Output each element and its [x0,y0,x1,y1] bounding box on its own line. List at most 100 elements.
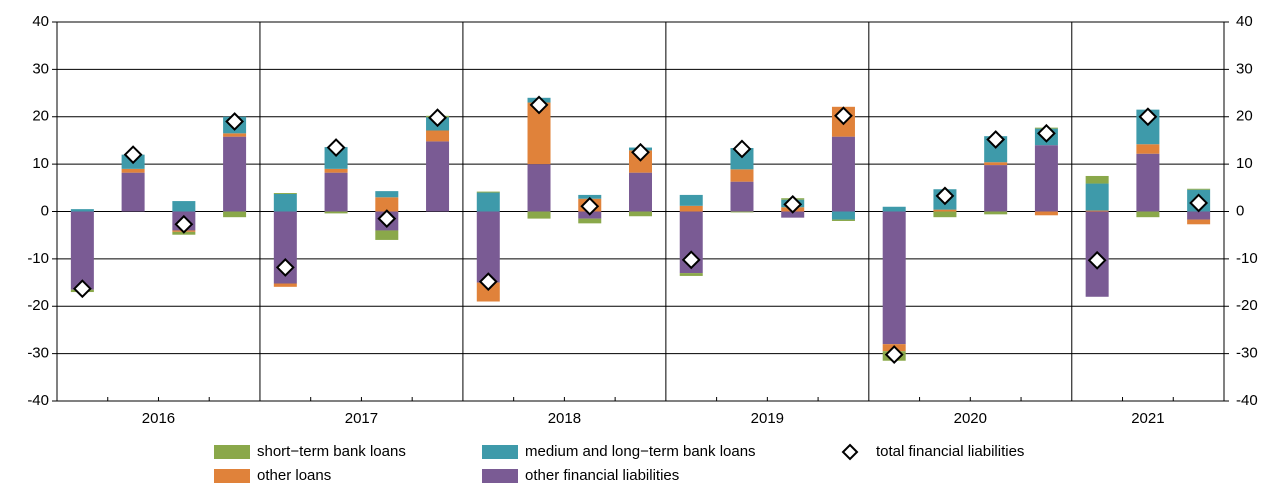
y-tick-label: 30 [32,60,49,77]
y-tick-label: -10 [27,250,49,267]
bar-segment [1034,145,1058,212]
total-marker [732,139,752,159]
bar-segment [831,211,855,220]
total-marker [225,112,245,131]
bar-segment [223,133,247,137]
x-group-label: 2019 [751,410,784,427]
bar-segment [426,141,450,212]
x-group-label: 2017 [345,410,378,427]
bar-segment [730,148,754,170]
bar-segment [629,172,652,212]
y-tick-label: 20 [32,108,49,125]
total-marker [123,145,143,165]
bar-segment [984,165,1008,212]
bar-segment [933,209,957,212]
bar-segment [273,283,297,287]
bar-segment [121,172,145,212]
total-marker [884,345,904,364]
y-tick-label: 10 [32,155,49,172]
legend-swatch [214,469,250,483]
bar-segment [1136,153,1160,212]
bar-segment [578,218,602,224]
y-tick-label: -20 [27,297,49,314]
total-marker [1189,193,1209,213]
y2-tick-label: -10 [1236,250,1258,267]
total-marker [72,279,92,299]
total-marker [631,142,650,162]
total-marker [1087,250,1107,270]
y2-tick-label: 40 [1236,13,1253,30]
bar-segment [375,191,399,198]
y-tick-label: -30 [27,345,49,362]
bar-segment [527,102,551,165]
bar-segment [476,192,500,212]
total-marker [783,194,803,214]
total-marker [174,214,194,234]
y-tick-label: 40 [32,13,49,30]
y2-tick-label: 20 [1236,108,1253,125]
bar-segment [426,130,450,142]
x-group-label: 2021 [1131,410,1164,427]
total-marker [834,106,853,126]
bar-segment [172,201,196,212]
bar-segment [375,230,399,240]
total-marker [478,272,498,292]
bar-segment [730,211,754,213]
total-marker [1138,107,1158,127]
total-marker [681,250,701,270]
bar-segment [882,206,906,212]
bar-segment [273,193,297,194]
legend-label: total financial liabilities [876,443,1024,460]
bar-segment [781,211,805,218]
bar-segment [527,164,551,212]
bar-segment [527,211,551,219]
total-marker [986,130,1006,149]
bar-segment [629,211,652,217]
bar-segment [223,211,247,218]
bar-segment [324,168,348,173]
y-tick-label: -40 [27,392,49,409]
bar-segment [679,194,703,206]
bar-segment [679,205,703,212]
bar-segment [882,211,906,345]
y2-tick-label: -20 [1236,297,1258,314]
legend-label: other loans [257,467,331,484]
total-marker [935,186,955,206]
legend-marker [841,443,859,461]
total-marker [377,209,397,229]
bar-segment [730,181,754,212]
total-marker [1036,123,1056,143]
legend-label: short−term bank loans [257,443,406,460]
bar-segment [1085,183,1109,211]
bar-segment [476,282,500,302]
bar-segment [70,209,94,212]
bar-segment [1187,219,1211,225]
y2-tick-label: -40 [1236,392,1258,409]
legend-swatch [214,445,250,459]
total-marker [428,108,447,128]
bar-segment [984,162,1008,166]
x-group-label: 2020 [954,410,987,427]
total-marker [529,95,549,115]
bar-segment [223,136,247,212]
bar-segment [831,136,855,212]
x-group-label: 2016 [142,410,175,427]
legend-label: other financial liabilities [525,467,679,484]
bar-segment [1085,175,1109,184]
y-tick-label: 0 [41,202,49,219]
legend-swatch [482,469,518,483]
bar-segment [1034,211,1058,216]
bar-segment [121,168,145,173]
bar-segment [679,273,703,276]
y2-tick-label: -30 [1236,345,1258,362]
total-marker [326,138,346,157]
bar-segment [1085,210,1109,212]
legend-swatch [482,445,518,459]
bar-segment [831,219,855,221]
bar-segment [1136,144,1160,154]
bar-segment [1187,211,1211,220]
bar-segment [324,147,348,169]
y2-tick-label: 10 [1236,155,1253,172]
